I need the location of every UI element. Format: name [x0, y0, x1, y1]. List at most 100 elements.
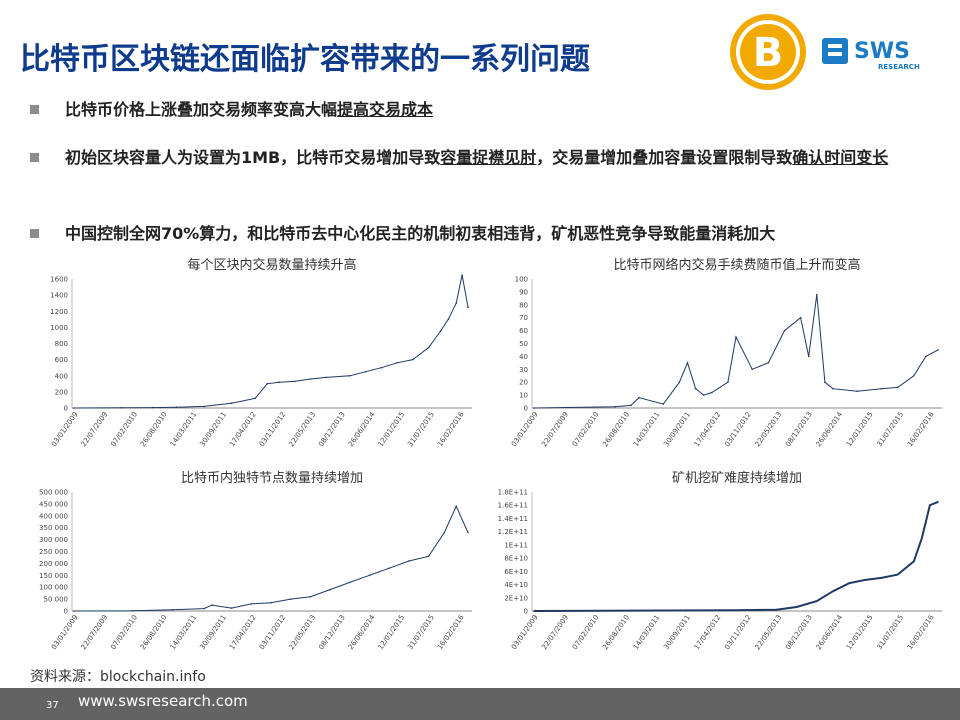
data-point — [662, 403, 665, 405]
data-point — [856, 390, 858, 392]
x-tick-label: 31/07/2015 — [406, 614, 436, 652]
data-point — [396, 362, 398, 364]
data-point — [230, 607, 233, 609]
chart-transaction-fees: 比特币网络内交易手续费随币值上升而变高 0 10 20 30 40 50 60 70 80 90 10… — [510, 257, 942, 449]
series-line — [73, 274, 469, 409]
data-point — [795, 606, 798, 608]
sws-logo-mark — [822, 38, 848, 64]
y-tick-label: 350 000 — [39, 524, 68, 532]
sws-logo-mark-stripe — [828, 44, 842, 48]
data-point — [349, 581, 351, 584]
footer-url[interactable]: www.swsresearch.com — [78, 692, 248, 710]
data-point — [832, 387, 834, 390]
x-tick-label: 22/05/2013 — [287, 614, 317, 652]
data-point — [427, 555, 430, 558]
x-tick-label: 03/01/2009 — [50, 411, 80, 449]
y-tick-label: 8E+10 — [504, 555, 528, 563]
series-line — [73, 505, 469, 612]
data-point — [443, 531, 446, 534]
data-point — [735, 336, 737, 338]
y-tick-label: 600 — [55, 356, 68, 364]
y-tick-label: 90 — [519, 288, 528, 296]
data-point — [230, 402, 233, 404]
x-tick-label: 22/05/2013 — [287, 411, 317, 449]
data-point — [250, 603, 253, 605]
data-point — [467, 306, 469, 308]
x-tick-label: 07/02/2010 — [109, 411, 139, 449]
x-tick-label: 17/04/2012 — [228, 614, 258, 652]
data-point — [368, 574, 371, 577]
data-point — [533, 610, 535, 612]
data-point — [638, 396, 640, 399]
data-point — [329, 588, 331, 591]
data-point — [896, 573, 899, 576]
x-tick-label: 14/03/2011 — [632, 411, 662, 449]
bullet-text: 中国控制全网70%算力，和比特币去中心化民主的机制初衷相违背，矿机恶性竞争导致能… — [65, 224, 776, 243]
y-tick-label: 150 000 — [39, 572, 68, 580]
chart-title: 比特币网络内交易手续费随币值上升而变高 — [613, 257, 860, 273]
y-tick-label: 100 — [515, 276, 528, 284]
data-point — [309, 378, 312, 380]
data-point — [203, 607, 205, 610]
y-tick-label: 1600 — [50, 276, 68, 284]
data-point — [533, 407, 535, 409]
data-point — [799, 316, 802, 319]
sws-logo: SWS RESEARCH — [822, 38, 920, 71]
y-tick-label: 800 — [55, 340, 68, 348]
y-tick-label: 1E+11 — [504, 541, 528, 549]
chart-title: 每个区块内交易数量持续升高 — [187, 257, 356, 273]
x-tick-label: 08/12/2013 — [784, 411, 814, 449]
x-tick-label: 03/01/2009 — [510, 411, 540, 449]
x-tick-label: 17/04/2012 — [693, 614, 723, 652]
x-tick-label: 07/02/2010 — [109, 614, 139, 652]
bullet-marker — [30, 105, 39, 114]
x-tick-label: 16/02/2016 — [436, 613, 466, 651]
x-tick-label: 26/08/2010 — [601, 411, 631, 449]
bitcoin-symbol: B — [753, 30, 784, 76]
x-tick-label: 22/07/2009 — [80, 614, 110, 652]
x-tick-label: 14/03/2011 — [169, 614, 199, 652]
data-point — [211, 604, 213, 606]
x-tick-label: 08/12/2013 — [317, 614, 347, 652]
y-tick-label: 500 000 — [39, 489, 68, 497]
data-point — [388, 567, 391, 569]
y-tick-label: 200 000 — [39, 560, 68, 568]
y-tick-label: 400 000 — [39, 512, 68, 520]
data-point — [913, 560, 915, 563]
x-tick-label: 14/03/2011 — [169, 411, 199, 449]
x-tick-label: 26/06/2014 — [347, 410, 377, 448]
data-point — [175, 406, 178, 408]
y-tick-label: 0 — [64, 608, 68, 616]
x-tick-label: 07/02/2010 — [571, 614, 601, 652]
bitcoin-logo: B — [730, 14, 806, 90]
data-point — [896, 386, 899, 389]
y-tick-label: 450 000 — [39, 500, 68, 508]
data-point — [73, 610, 75, 612]
data-point — [816, 600, 818, 602]
data-point — [309, 595, 312, 598]
x-tick-label: 03/11/2012 — [258, 411, 288, 449]
data-point — [364, 370, 367, 373]
data-point — [767, 362, 770, 364]
x-tick-label: 30/09/2011 — [198, 411, 228, 449]
x-tick-label: 03/01/2009 — [510, 614, 540, 652]
data-point — [925, 355, 927, 358]
x-tick-label: 31/07/2015 — [875, 411, 905, 449]
data-point — [711, 391, 713, 394]
data-point — [848, 582, 850, 584]
y-tick-label: 30 — [519, 366, 528, 374]
data-point — [380, 366, 383, 369]
x-tick-label: 30/09/2011 — [662, 411, 692, 449]
data-point — [132, 610, 134, 612]
x-tick-label: 31/07/2015 — [406, 411, 436, 449]
data-point — [678, 381, 681, 383]
y-tick-label: 400 — [55, 372, 68, 380]
chart-transactions-per-block: 每个区块内交易数量持续升高 0 200 400 600 800 1000 1200 1400 16… — [50, 257, 472, 449]
bullet-marker — [30, 153, 39, 162]
x-tick-label: 30/09/2011 — [198, 614, 228, 652]
y-tick-label: 80 — [519, 301, 528, 309]
x-tick-label: 08/12/2013 — [317, 411, 347, 449]
data-point — [447, 318, 450, 321]
data-point — [266, 383, 268, 385]
x-tick-label: 12/01/2015 — [845, 411, 875, 449]
